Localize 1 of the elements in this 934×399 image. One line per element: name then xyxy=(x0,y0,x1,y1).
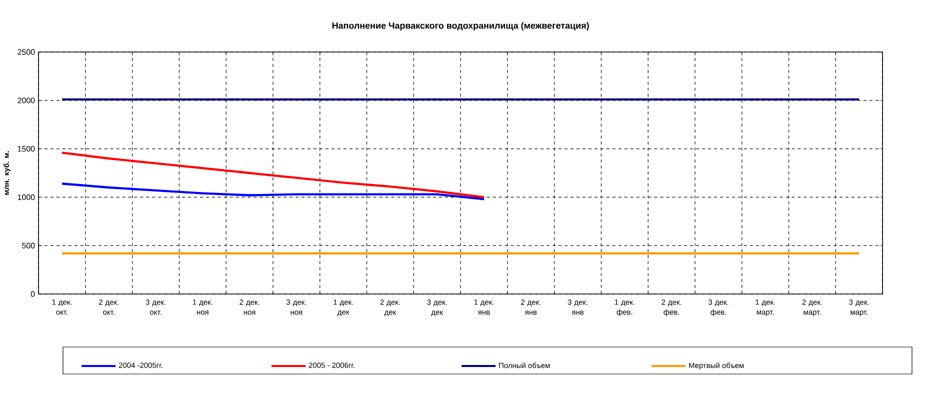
chart-title: Наполнение Чарвакского водохранилища (межвегетация) xyxy=(332,22,589,30)
